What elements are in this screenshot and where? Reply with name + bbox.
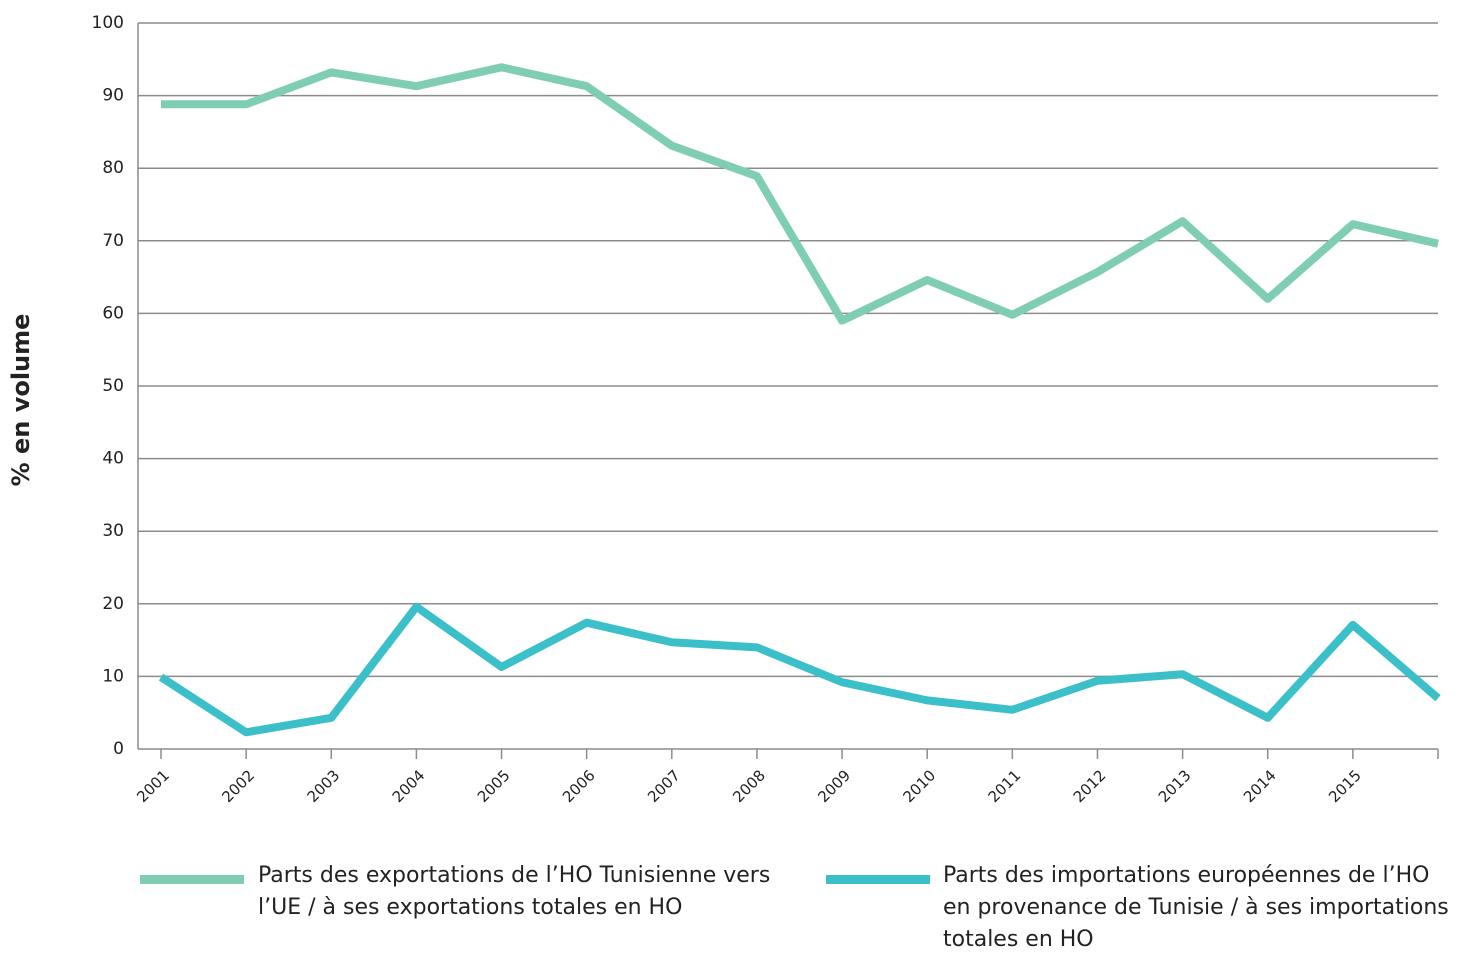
y-tick-label: 20 <box>102 594 124 614</box>
x-tick-label: 2007 <box>644 766 684 806</box>
y-tick-label: 70 <box>102 231 124 251</box>
y-tick-label: 0 <box>113 739 124 759</box>
x-tick-label: 2005 <box>474 766 514 806</box>
x-tick-label: 2010 <box>899 766 939 806</box>
y-tick-label: 40 <box>102 449 124 469</box>
x-tick-label: 2009 <box>814 766 854 806</box>
y-tick-label: 10 <box>102 666 124 686</box>
y-axis-title: % en volume <box>7 314 35 487</box>
chart: % en volume 0 10 20 30 40 50 60 70 80 90 100 2001 20… <box>7 13 1441 806</box>
x-tick-label: 2012 <box>1070 766 1110 806</box>
x-tick-label: 2006 <box>559 766 599 806</box>
x-tick-label: 2004 <box>389 766 429 806</box>
line-series <box>158 602 1441 737</box>
x-tick-label: 2008 <box>729 766 769 806</box>
y-tick-label: 80 <box>102 158 124 178</box>
x-tick-label: 2002 <box>218 766 258 806</box>
legend-swatch <box>826 875 930 884</box>
x-tick-label: 2015 <box>1325 766 1365 806</box>
x-tick-label: 2013 <box>1155 766 1195 806</box>
legend-label: Parts des exportations de l’HO Tunisienn… <box>258 863 771 920</box>
y-tick-label: 90 <box>102 86 124 106</box>
y-tick-label: 100 <box>92 13 124 33</box>
legend-swatch <box>140 875 244 884</box>
x-tick-label: 2014 <box>1240 766 1280 806</box>
y-tick-label: 30 <box>102 521 124 541</box>
x-tick-label: 2001 <box>133 766 173 806</box>
legend-label: Parts des importations européennes de l’… <box>943 863 1449 952</box>
y-tick-label: 60 <box>102 303 124 323</box>
x-tick-label: 2003 <box>304 766 344 806</box>
line-series <box>161 63 1439 325</box>
y-tick-label: 50 <box>102 376 124 396</box>
x-tick-label: 2011 <box>985 766 1025 806</box>
